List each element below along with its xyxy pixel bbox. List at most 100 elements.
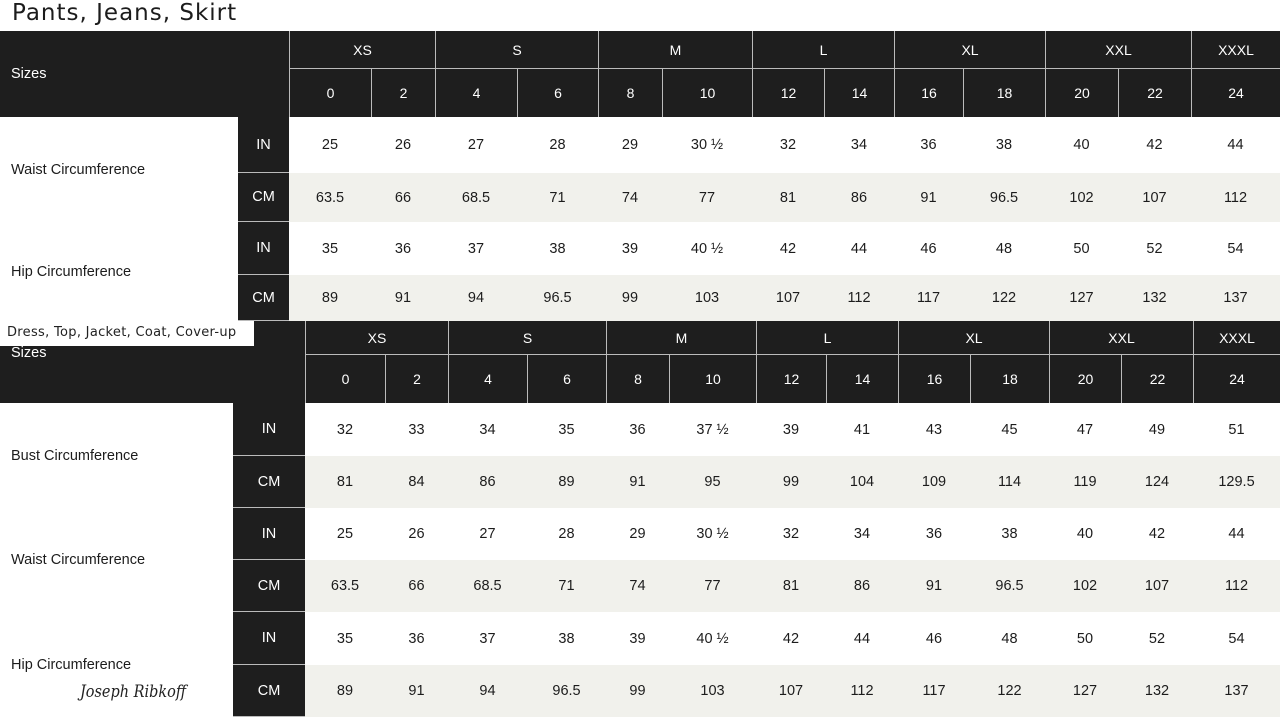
table-cell: 42: [1148, 526, 1166, 542]
table-cell: 137: [1224, 683, 1249, 699]
table-row: [289, 173, 1280, 222]
table-cell: 46: [920, 240, 937, 257]
table-cell: 36: [925, 526, 943, 542]
table-cell: 81: [782, 578, 800, 594]
table-cell: 104: [849, 474, 875, 490]
unit-label-cm: CM: [233, 456, 305, 508]
table-row: [305, 665, 1280, 717]
table-cell: 47: [1076, 421, 1094, 438]
table-cell: 74: [629, 578, 646, 594]
table-cell: 42: [779, 240, 797, 257]
table-cell: 94: [479, 683, 496, 699]
table-cell: 28: [558, 526, 575, 542]
table-cell: 35: [321, 240, 339, 257]
table-cell: 38: [549, 240, 566, 257]
table-cell: 44: [1227, 137, 1244, 153]
table-cell: 112: [1224, 578, 1249, 594]
table-cell: 29: [621, 137, 639, 153]
table-cell: 132: [1142, 290, 1167, 306]
table-cell: 95: [704, 474, 721, 490]
size-number-18: 18: [970, 355, 1049, 403]
size-number-22: 22: [1118, 69, 1191, 117]
table-cell: 40: [1076, 526, 1094, 542]
size-number-6: 6: [527, 355, 606, 403]
table-cell: 52: [1148, 630, 1166, 647]
size-group-m: M: [606, 321, 756, 355]
table-cell: 99: [629, 683, 646, 699]
sizes-label: Sizes: [11, 345, 47, 361]
size-number-24: 24: [1193, 355, 1280, 403]
table-cell: 107: [1144, 578, 1170, 594]
table-cell: 84: [408, 474, 425, 490]
measurement-label: Bust Circumference: [11, 447, 139, 464]
table-cell: 112: [847, 290, 871, 306]
table-cell: 38: [558, 630, 575, 647]
table-cell: 44: [1228, 526, 1245, 542]
size-number-4: 4: [435, 69, 517, 117]
size-number-8: 8: [606, 355, 669, 403]
table-cell: 96.5: [989, 189, 1019, 206]
table-cell: 117: [916, 290, 941, 306]
table-cell: 137: [1223, 290, 1248, 306]
size-number-16: 16: [894, 69, 963, 117]
size-number-16: 16: [898, 355, 970, 403]
table-cell: 102: [1069, 189, 1094, 206]
unit-label-in: IN: [233, 508, 305, 560]
table-cell: 27: [479, 526, 496, 542]
size-number-22: 22: [1121, 355, 1193, 403]
size-number-12: 12: [752, 69, 824, 117]
size-group-xl: XL: [894, 31, 1045, 69]
table-row: [289, 275, 1280, 321]
table-cell: 32: [782, 526, 800, 542]
table-cell: 77: [704, 578, 721, 594]
size-number-18: 18: [963, 69, 1045, 117]
table-cell: 38: [995, 137, 1013, 153]
table-cell: 44: [853, 630, 871, 647]
brand-signature-logo: Joseph Ribkoff: [80, 682, 187, 702]
table-cell: 77: [698, 189, 716, 206]
table-cell: 40: [1073, 137, 1090, 153]
table-cell: 71: [549, 189, 566, 206]
table-cell: 66: [408, 578, 425, 594]
table-cell: 35: [336, 630, 354, 647]
table-cell: 27: [467, 137, 485, 153]
table-cell: 117: [922, 683, 946, 699]
table-cell: 89: [321, 290, 339, 306]
size-number-14: 14: [826, 355, 898, 403]
table-cell: 112: [1223, 189, 1248, 206]
measurement-label: Waist Circumference: [11, 552, 146, 568]
table-cell: 103: [694, 290, 720, 306]
table-cell: 39: [629, 630, 646, 647]
table-cell: 49: [1148, 421, 1166, 438]
table-cell: 63.5: [330, 578, 360, 594]
table-cell: 96.5: [552, 683, 581, 699]
table-cell: 96.5: [995, 578, 1024, 594]
table-cell: 34: [479, 421, 496, 438]
table-cell: 74: [621, 189, 639, 206]
unit-label-in: IN: [233, 403, 305, 456]
table-cell: 34: [850, 137, 868, 153]
table-cell: 30 ½: [696, 526, 729, 542]
table-cell: 91: [394, 290, 412, 306]
table-cell: 48: [1001, 630, 1018, 647]
size-group-m: M: [598, 31, 752, 69]
table-cell: 26: [394, 137, 412, 153]
table-cell: 28: [549, 137, 566, 153]
size-group-xs: XS: [289, 31, 435, 69]
unit-label-cm: CM: [238, 173, 289, 222]
size-number-10: 10: [669, 355, 756, 403]
measurement-label: Waist Circumference: [11, 161, 146, 178]
table-cell: 48: [995, 240, 1013, 257]
table-cell: 99: [621, 290, 639, 306]
table-cell: 39: [621, 240, 639, 257]
measurement-label: Hip Circumference: [11, 263, 132, 280]
table-cell: 81: [336, 474, 354, 490]
table-cell: 127: [1069, 290, 1094, 306]
table-cell: 54: [1227, 240, 1244, 257]
size-group-xs: XS: [305, 321, 448, 355]
table-cell: 99: [782, 474, 800, 490]
size-number-20: 20: [1049, 355, 1121, 403]
table-cell: 40 ½: [690, 240, 724, 257]
table-row: [305, 456, 1280, 508]
table-row: [305, 560, 1280, 612]
